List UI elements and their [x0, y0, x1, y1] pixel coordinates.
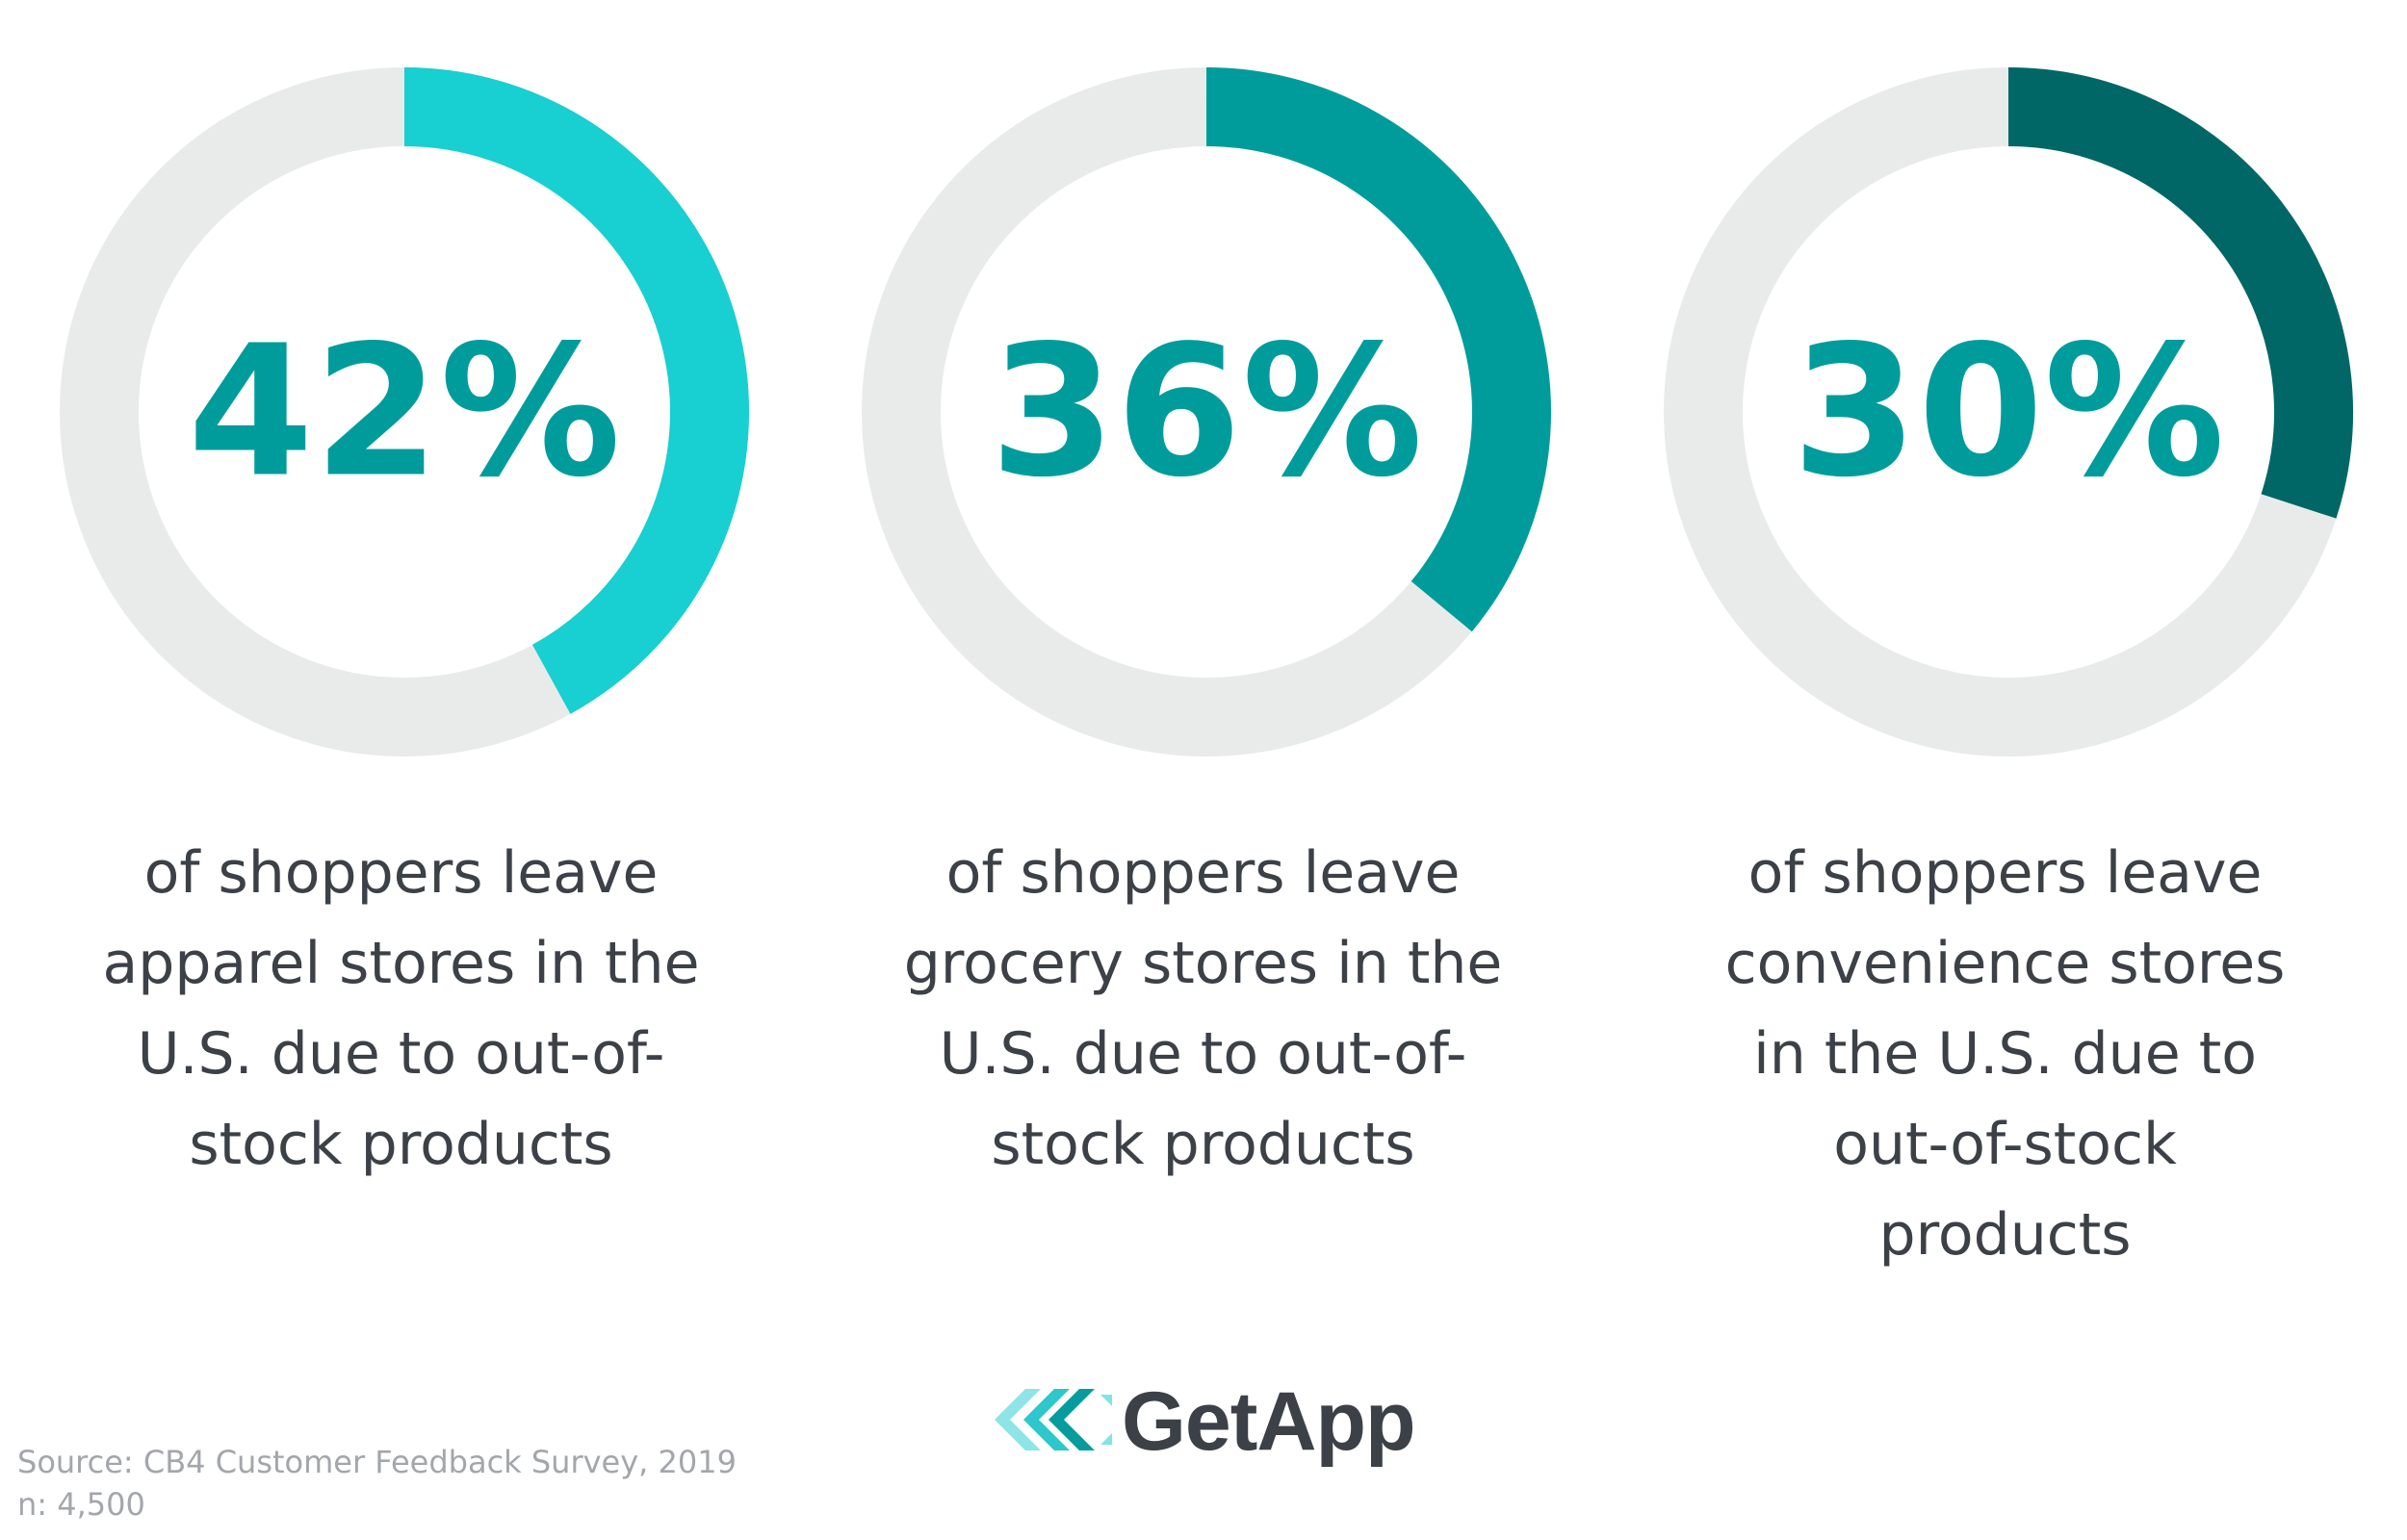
caption-line: U.S. due to out-of-: [939, 1020, 1467, 1088]
getapp-logo: GetApp: [987, 1367, 1449, 1473]
caption-line: apparel stores in the: [102, 930, 700, 997]
donut-panel-grocery: 36% of shoppers leave grocery stores in …: [802, 0, 1604, 1348]
donut-chart-convenience: 30%: [1664, 67, 2353, 757]
caption-line: U.S. due to out-of-: [137, 1020, 665, 1088]
donut-panel-convenience: 30% of shoppers leave convenience stores…: [1604, 0, 2406, 1348]
donut-value-arc: [1205, 67, 1551, 632]
donut-value-arc: [2007, 67, 2353, 519]
caption-line: stock products: [991, 1111, 1415, 1178]
caption-line: out-of-stock: [1833, 1111, 2177, 1178]
caption-apparel: of shoppers leave apparel stores in the …: [55, 828, 748, 1190]
caption-line: in the U.S. due to: [1753, 1020, 2257, 1088]
sample-size: n: 4,500: [17, 1486, 145, 1523]
source-note: Source: CB4 Customer Feedback Survey, 20…: [17, 1441, 737, 1526]
caption-line: of shoppers leave: [1747, 839, 2263, 907]
getapp-chevrons-icon: [995, 1389, 1112, 1450]
caption-convenience: of shoppers leave convenience stores in …: [1659, 828, 2352, 1280]
percentage-label: 30%: [1792, 307, 2225, 518]
caption-line: grocery stores in the: [903, 930, 1503, 997]
donut-chart-apparel: 42%: [60, 67, 749, 757]
caption-line: of shoppers leave: [945, 839, 1461, 907]
donut-panel-apparel: 42% of shoppers leave apparel stores in …: [0, 0, 802, 1348]
caption-grocery: of shoppers leave grocery stores in the …: [857, 828, 1550, 1190]
percentage-label: 42%: [188, 307, 621, 518]
caption-line: products: [1878, 1201, 2132, 1269]
logo-wordmark: GetApp: [1122, 1375, 1416, 1468]
caption-line: of shoppers leave: [143, 839, 659, 907]
donut-chart-grocery: 36%: [862, 67, 1551, 757]
caption-line: stock products: [189, 1111, 613, 1178]
donut-value-arc: [403, 67, 749, 714]
source-line: Source: CB4 Customer Feedback Survey, 20…: [17, 1444, 737, 1480]
caption-line: convenience stores: [1724, 930, 2286, 997]
percentage-label: 36%: [990, 307, 1423, 518]
